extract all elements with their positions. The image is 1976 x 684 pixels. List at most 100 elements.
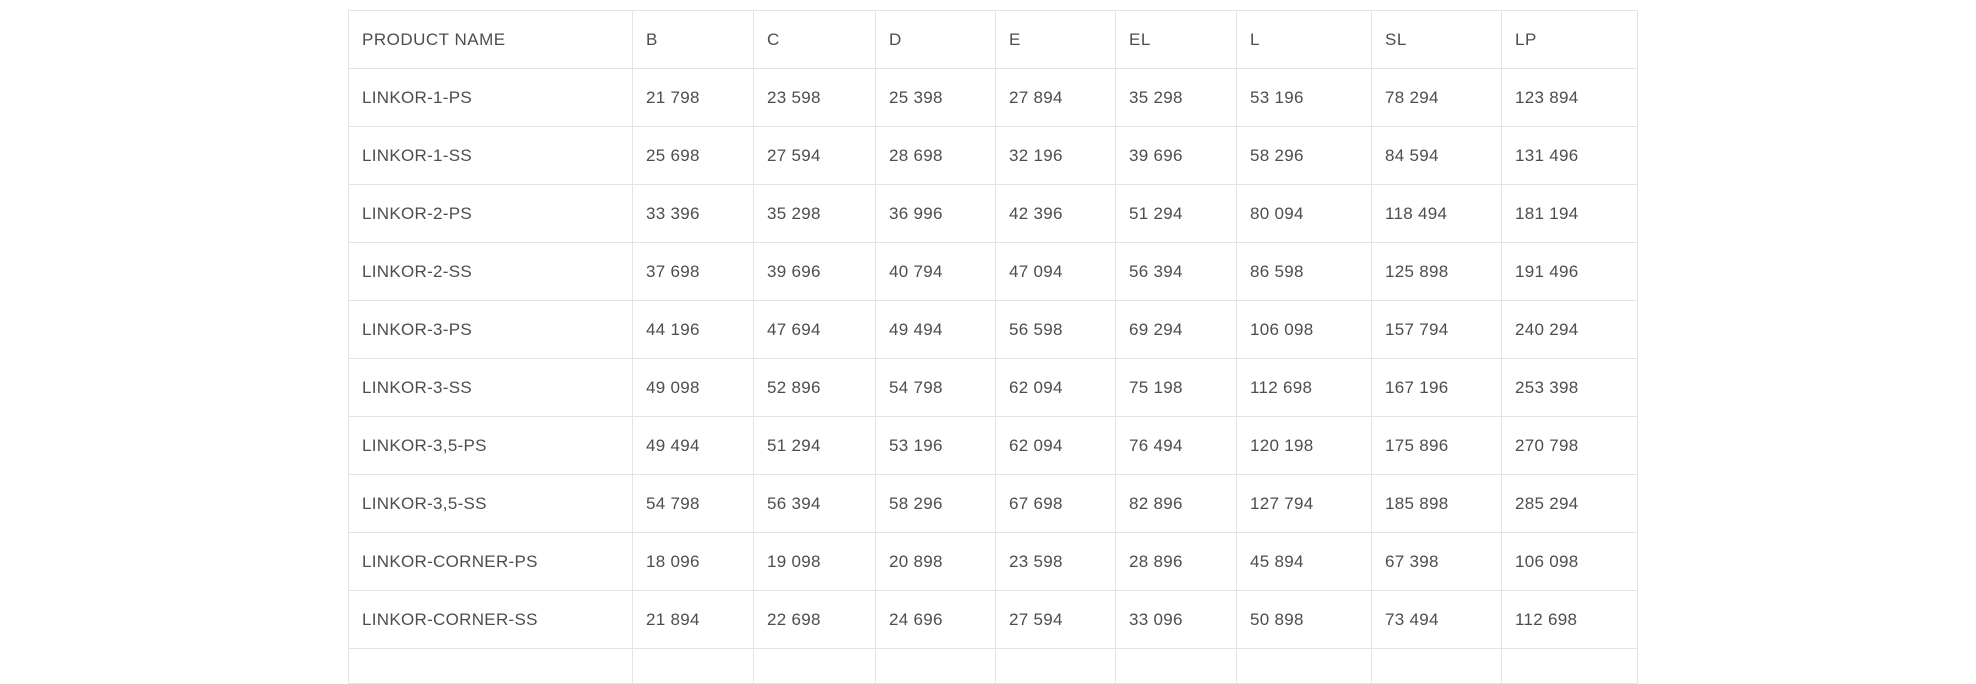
price-cell: 19 098 — [753, 532, 876, 591]
table-row: LINKOR-CORNER-PS 18 096 19 098 20 898 23 598… — [348, 532, 1638, 591]
price-cell: 27 594 — [753, 126, 876, 185]
price-cell: 106 098 — [1501, 532, 1638, 591]
product-name-cell: LINKOR-CORNER-SS — [348, 590, 633, 649]
column-header-c: C — [753, 10, 876, 69]
header-row: PRODUCT NAME B C D E EL L SL LP — [348, 10, 1638, 69]
price-cell: 86 598 — [1236, 242, 1372, 301]
price-cell: 240 294 — [1501, 300, 1638, 359]
price-cell: 27 894 — [995, 68, 1116, 127]
price-cell: 22 698 — [753, 590, 876, 649]
price-cell: 50 898 — [1236, 590, 1372, 649]
price-cell: 37 698 — [632, 242, 754, 301]
price-cell: 118 494 — [1371, 184, 1502, 243]
price-cell: 112 698 — [1236, 358, 1372, 417]
price-cell: 25 398 — [875, 68, 996, 127]
table-row: LINKOR-CORNER-SS 21 894 22 698 24 696 27 594… — [348, 590, 1638, 649]
price-cell: 28 698 — [875, 126, 996, 185]
price-cell: 39 696 — [753, 242, 876, 301]
price-cell: 191 496 — [1501, 242, 1638, 301]
price-cell: 35 298 — [753, 184, 876, 243]
price-cell: 51 294 — [753, 416, 876, 475]
price-cell: 175 896 — [1371, 416, 1502, 475]
price-cell — [1115, 648, 1237, 684]
product-name-cell: LINKOR-1-SS — [348, 126, 633, 185]
price-cell — [995, 648, 1116, 684]
price-cell: 33 396 — [632, 184, 754, 243]
price-cell: 20 898 — [875, 532, 996, 591]
product-name-cell: LINKOR-3-PS — [348, 300, 633, 359]
price-cell: 27 594 — [995, 590, 1116, 649]
product-name-cell: LINKOR-1-PS — [348, 68, 633, 127]
price-cell — [348, 648, 633, 684]
price-cell: 49 494 — [632, 416, 754, 475]
product-name-cell: LINKOR-2-PS — [348, 184, 633, 243]
table-row: LINKOR-1-SS 25 698 27 594 28 698 32 196 39 69… — [348, 126, 1638, 185]
price-cell: 112 698 — [1501, 590, 1638, 649]
product-price-table: PRODUCT NAME B C D E EL L SL LP LINKOR-1-PS 21 79… — [348, 10, 1638, 684]
column-header-e: E — [995, 10, 1116, 69]
price-cell: 42 396 — [995, 184, 1116, 243]
price-cell: 123 894 — [1501, 68, 1638, 127]
price-cell: 24 696 — [875, 590, 996, 649]
table-row: LINKOR-2-PS 33 396 35 298 36 996 42 396 51 29… — [348, 184, 1638, 243]
table-row: LINKOR-3,5-PS 49 494 51 294 53 196 62 094 76 … — [348, 416, 1638, 475]
column-header-d: D — [875, 10, 996, 69]
price-cell: 285 294 — [1501, 474, 1638, 533]
price-cell: 131 496 — [1501, 126, 1638, 185]
price-cell: 73 494 — [1371, 590, 1502, 649]
price-cell — [1371, 648, 1502, 684]
price-cell: 47 094 — [995, 242, 1116, 301]
table-head: PRODUCT NAME B C D E EL L SL LP — [348, 10, 1638, 69]
price-cell: 253 398 — [1501, 358, 1638, 417]
price-cell: 78 294 — [1371, 68, 1502, 127]
table-row-clipped — [348, 648, 1638, 684]
table-row: LINKOR-1-PS 21 798 23 598 25 398 27 894 35 29… — [348, 68, 1638, 127]
price-cell: 58 296 — [1236, 126, 1372, 185]
price-cell — [1501, 648, 1638, 684]
product-name-cell: LINKOR-2-SS — [348, 242, 633, 301]
price-cell: 84 594 — [1371, 126, 1502, 185]
table-row: LINKOR-3,5-SS 54 798 56 394 58 296 67 698 82 … — [348, 474, 1638, 533]
price-cell: 21 798 — [632, 68, 754, 127]
price-cell: 39 696 — [1115, 126, 1237, 185]
price-cell — [875, 648, 996, 684]
price-cell: 157 794 — [1371, 300, 1502, 359]
price-cell: 36 996 — [875, 184, 996, 243]
price-cell: 54 798 — [632, 474, 754, 533]
column-header-product-name: PRODUCT NAME — [348, 10, 633, 69]
price-cell: 45 894 — [1236, 532, 1372, 591]
column-header-sl: SL — [1371, 10, 1502, 69]
column-header-lp: LP — [1501, 10, 1638, 69]
table-body: LINKOR-1-PS 21 798 23 598 25 398 27 894 35 29… — [348, 68, 1638, 684]
price-cell: 21 894 — [632, 590, 754, 649]
price-cell: 49 494 — [875, 300, 996, 359]
price-cell: 32 196 — [995, 126, 1116, 185]
product-name-cell: LINKOR-CORNER-PS — [348, 532, 633, 591]
price-cell: 56 394 — [753, 474, 876, 533]
price-cell: 49 098 — [632, 358, 754, 417]
table-row: LINKOR-3-PS 44 196 47 694 49 494 56 598 69 29… — [348, 300, 1638, 359]
price-cell: 56 598 — [995, 300, 1116, 359]
product-name-cell: LINKOR-3,5-SS — [348, 474, 633, 533]
price-cell: 40 794 — [875, 242, 996, 301]
price-cell: 56 394 — [1115, 242, 1237, 301]
table-row: LINKOR-3-SS 49 098 52 896 54 798 62 094 75 19… — [348, 358, 1638, 417]
price-cell: 44 196 — [632, 300, 754, 359]
price-cell: 120 198 — [1236, 416, 1372, 475]
price-cell: 53 196 — [875, 416, 996, 475]
column-header-b: B — [632, 10, 754, 69]
price-cell: 167 196 — [1371, 358, 1502, 417]
price-cell — [753, 648, 876, 684]
price-cell: 67 398 — [1371, 532, 1502, 591]
column-header-l: L — [1236, 10, 1372, 69]
price-cell: 62 094 — [995, 416, 1116, 475]
price-cell: 25 698 — [632, 126, 754, 185]
price-cell: 33 096 — [1115, 590, 1237, 649]
price-cell: 106 098 — [1236, 300, 1372, 359]
price-cell: 185 898 — [1371, 474, 1502, 533]
price-cell: 52 896 — [753, 358, 876, 417]
price-cell: 67 698 — [995, 474, 1116, 533]
price-cell: 270 798 — [1501, 416, 1638, 475]
price-table-container: PRODUCT NAME B C D E EL L SL LP LINKOR-1-PS 21 79… — [348, 10, 1638, 684]
price-cell: 23 598 — [995, 532, 1116, 591]
